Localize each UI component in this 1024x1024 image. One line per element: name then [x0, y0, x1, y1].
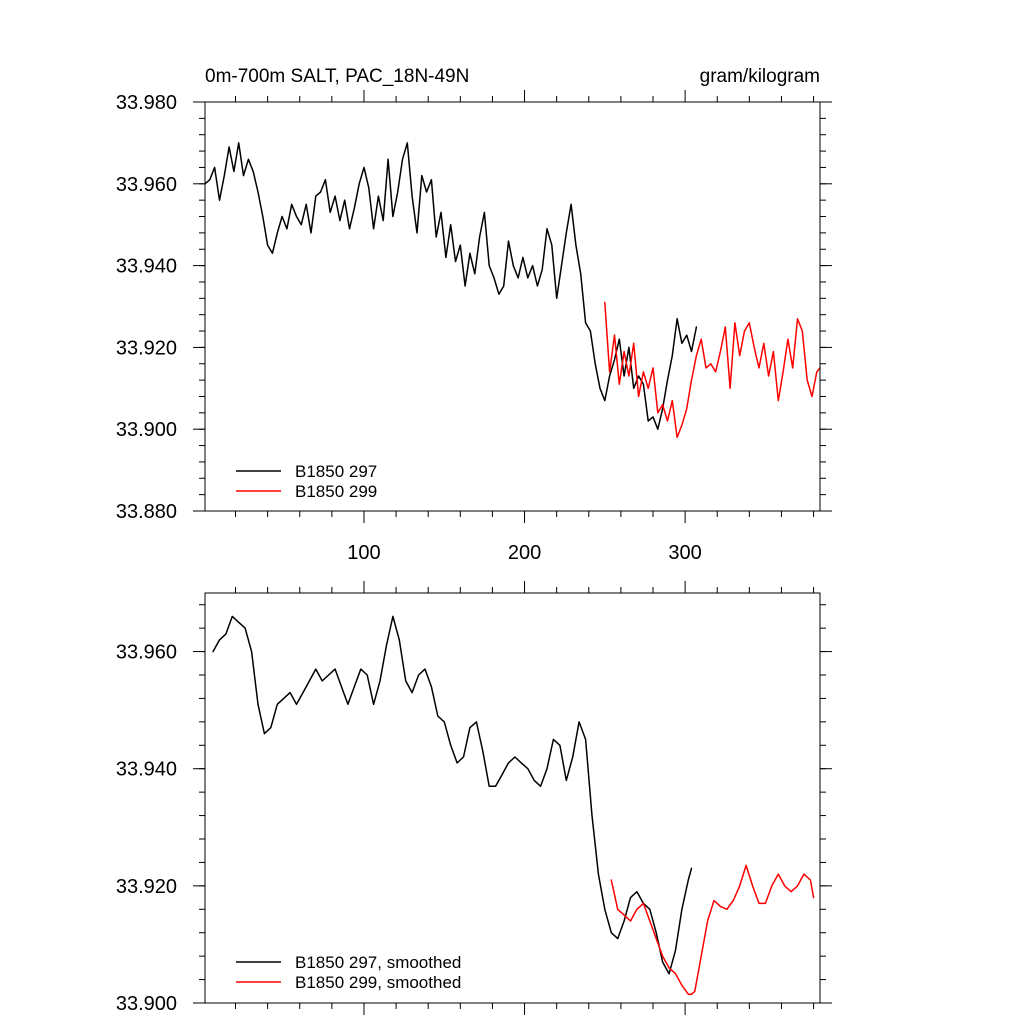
- y-tick-label: 33.960: [116, 642, 177, 664]
- bottom-series-group: [212, 615, 815, 995]
- series-line-b1850-299-smoothed: [610, 864, 815, 995]
- x-tick-label: 300: [668, 542, 701, 564]
- y-tick-label: 33.880: [116, 501, 177, 523]
- top-panel: 0m-700m SALT, PAC_18N-49N gram/kilogram …: [116, 66, 832, 564]
- top-plot-frame: [204, 101, 821, 512]
- series-line-b1850-299: [604, 301, 821, 439]
- series-line-b1850-297-smoothed: [212, 615, 693, 975]
- y-tick-label: 33.900: [116, 419, 177, 441]
- y-tick-label: 33.940: [116, 759, 177, 781]
- top-series-group: [204, 142, 821, 439]
- bottom-plot-frame: [204, 592, 821, 1004]
- top-legend: B1850 297 B1850 299: [236, 462, 377, 501]
- series-line-b1850-297: [204, 142, 698, 430]
- x-tick-label: 200: [508, 542, 541, 564]
- chart-title: 0m-700m SALT, PAC_18N-49N: [205, 66, 469, 87]
- bottom-panel: 33.900 33.920 33.940 33.960 B1850 297, smoo…: [116, 581, 832, 1015]
- y-tick-label: 33.920: [116, 876, 177, 898]
- top-axes-ticks: 33.880 33.900 33.920 33.940 33.960 33.980 100 2…: [116, 90, 832, 564]
- y-tick-label: 33.940: [116, 256, 177, 278]
- bottom-axes-ticks: 33.900 33.920 33.940 33.960: [116, 581, 832, 1015]
- y-tick-label: 33.960: [116, 174, 177, 196]
- y-tick-label: 33.900: [116, 993, 177, 1015]
- units-label: gram/kilogram: [700, 66, 820, 87]
- legend-label-b1850-299-smoothed: B1850 299, smoothed: [295, 973, 461, 992]
- legend-label-b1850-297: B1850 297: [295, 462, 377, 481]
- x-tick-label: 100: [347, 542, 380, 564]
- legend-label-b1850-299: B1850 299: [295, 482, 377, 501]
- y-tick-label: 33.980: [116, 92, 177, 114]
- legend-label-b1850-297-smoothed: B1850 297, smoothed: [295, 953, 461, 972]
- y-tick-label: 33.920: [116, 337, 177, 359]
- bottom-legend: B1850 297, smoothed B1850 299, smoothed: [236, 953, 461, 992]
